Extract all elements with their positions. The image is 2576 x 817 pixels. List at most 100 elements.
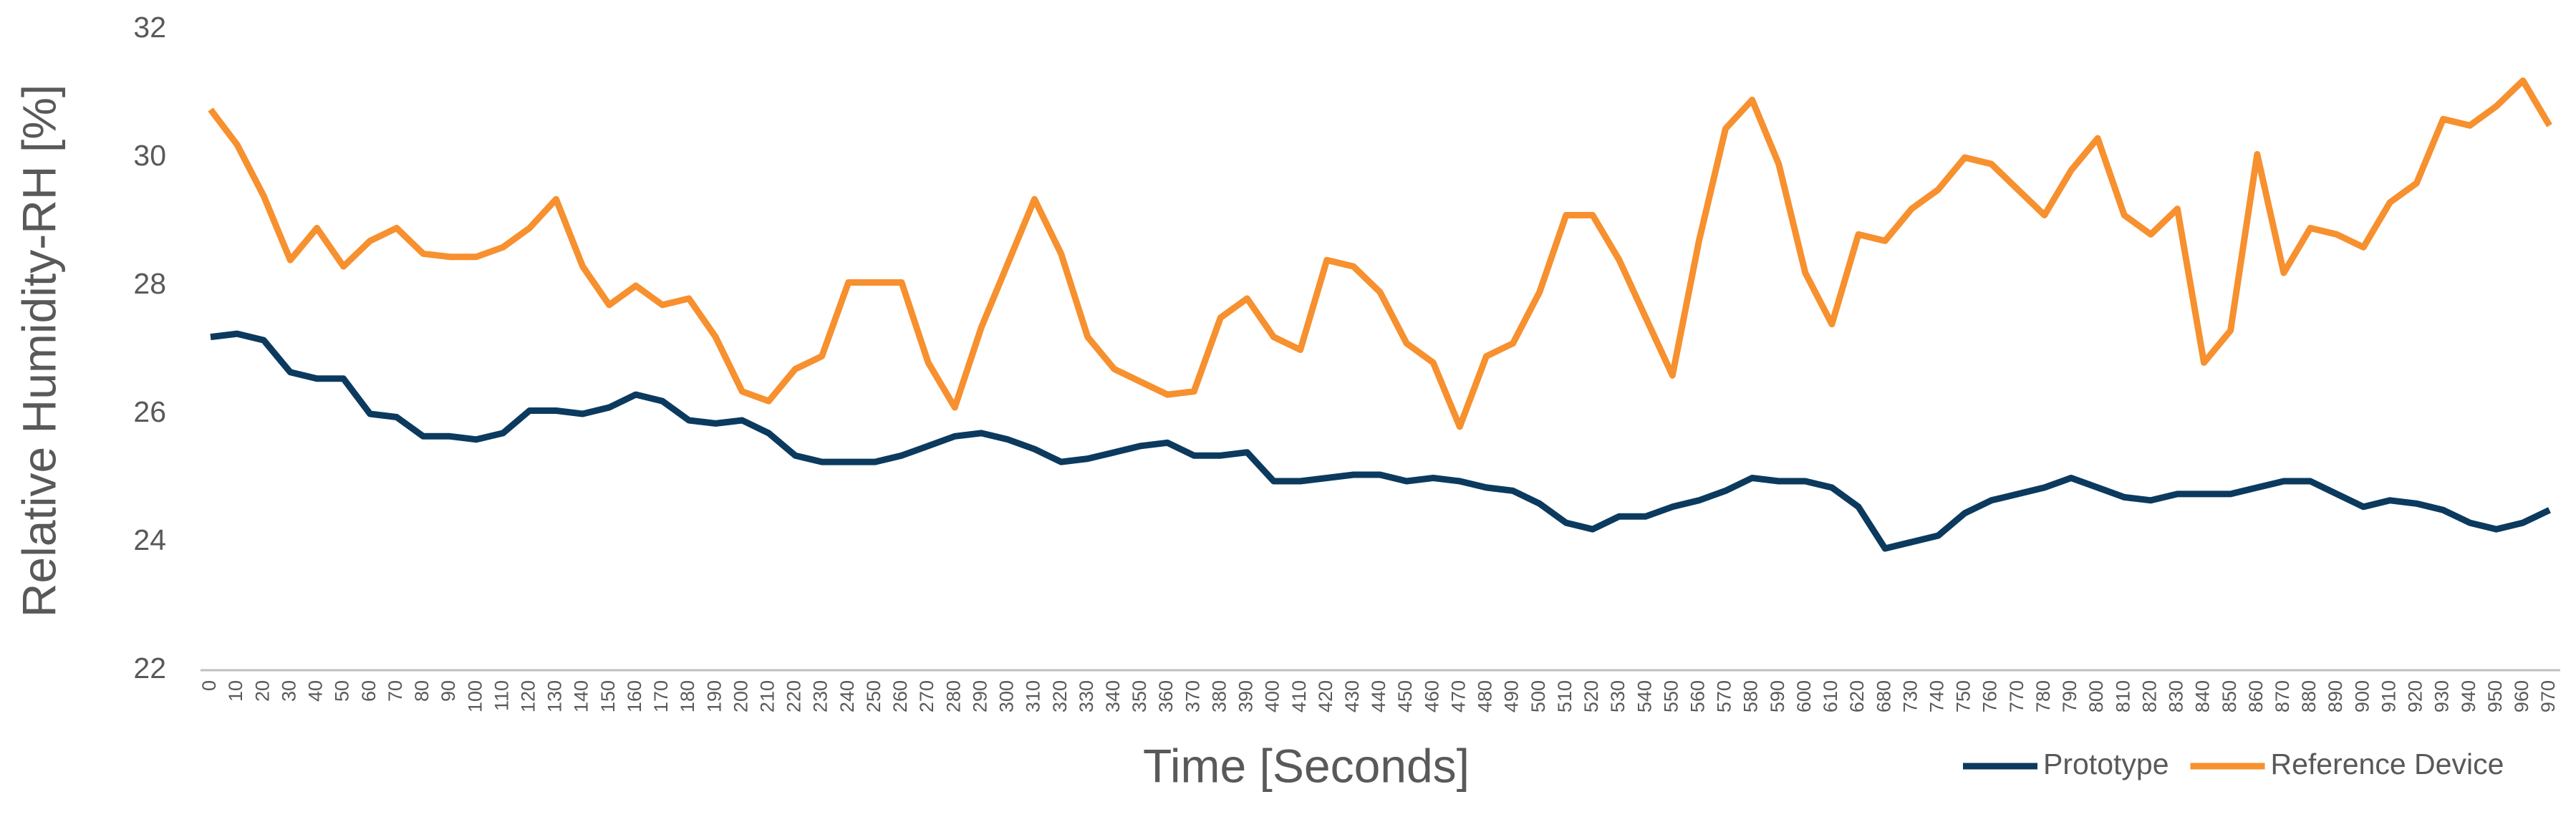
x-tick-label: 70 — [385, 680, 406, 702]
y-tick-label: 30 — [133, 139, 166, 172]
x-tick-label: 160 — [624, 680, 645, 712]
x-tick-label: 50 — [332, 680, 353, 702]
x-tick-label: 940 — [2458, 680, 2479, 712]
x-tick-label: 290 — [969, 680, 990, 712]
x-tick-label: 810 — [2112, 680, 2133, 712]
x-tick-label: 120 — [517, 680, 539, 712]
x-tick-label: 170 — [650, 680, 672, 712]
x-tick-label: 960 — [2511, 680, 2532, 712]
x-tick-label: 740 — [1926, 680, 1948, 712]
x-tick-label: 490 — [1501, 680, 1523, 712]
x-tick-label: 900 — [2351, 680, 2373, 712]
x-tick-label: 540 — [1634, 680, 1655, 712]
x-tick-label: 580 — [1740, 680, 1762, 712]
series-line — [208, 77, 2552, 430]
x-tick-label: 330 — [1076, 680, 1097, 712]
x-tick-label: 410 — [1288, 680, 1310, 712]
x-tick-label: 140 — [571, 680, 592, 712]
x-tick-label: 90 — [438, 680, 459, 702]
x-tick-label: 870 — [2272, 680, 2293, 712]
x-tick-label: 620 — [1846, 680, 1868, 712]
x-tick-label: 390 — [1235, 680, 1257, 712]
x-tick-label: 530 — [1607, 680, 1629, 712]
y-tick-label: 22 — [133, 652, 166, 685]
x-tick-label: 890 — [2325, 680, 2346, 712]
x-tick-label: 420 — [1315, 680, 1336, 712]
y-tick-label: 32 — [133, 11, 166, 44]
x-tick-label: 300 — [996, 680, 1018, 712]
x-tick-label: 30 — [278, 680, 299, 702]
x-tick-label: 110 — [491, 680, 512, 711]
x-tick-label: 100 — [464, 680, 486, 712]
legend-label: Reference Device — [2271, 748, 2504, 780]
y-tick-label: 28 — [133, 267, 166, 300]
x-tick-label: 770 — [2006, 680, 2027, 712]
x-tick-label: 130 — [544, 680, 566, 712]
x-tick-label: 560 — [1687, 680, 1708, 712]
x-tick-label: 460 — [1421, 680, 1442, 712]
x-tick-label: 20 — [251, 680, 273, 702]
x-tick-label: 610 — [1820, 680, 1841, 712]
x-tick-label: 10 — [225, 680, 246, 702]
x-tick-label: 270 — [916, 680, 937, 712]
x-tick-label: 920 — [2405, 680, 2426, 712]
x-tick-label: 820 — [2138, 680, 2160, 712]
x-tick-label: 0 — [198, 680, 220, 691]
x-axis-title: Time [Seconds] — [1143, 739, 1470, 792]
x-tick-label: 360 — [1155, 680, 1177, 712]
x-tick-label: 730 — [1899, 680, 1921, 712]
x-tick-label: 850 — [2219, 680, 2240, 712]
x-tick-label: 280 — [942, 680, 964, 712]
x-tick-label: 470 — [1447, 680, 1469, 712]
x-tick-label: 150 — [597, 680, 619, 712]
x-tick-label: 250 — [863, 680, 884, 712]
x-tick-label: 440 — [1368, 680, 1389, 712]
y-tick-label: 24 — [133, 523, 166, 556]
x-tick-label: 310 — [1023, 680, 1044, 712]
x-tick-label: 520 — [1581, 680, 1602, 712]
x-tick-label: 680 — [1873, 680, 1894, 712]
x-tick-label: 880 — [2298, 680, 2320, 712]
series-line — [210, 330, 2551, 552]
x-tick-label: 780 — [2032, 680, 2054, 712]
x-tick-label: 200 — [730, 680, 751, 712]
x-tick-label: 450 — [1394, 680, 1416, 712]
x-tick-label: 860 — [2245, 680, 2267, 712]
x-tick-label: 60 — [358, 680, 380, 702]
x-tick-label: 480 — [1475, 680, 1496, 712]
x-tick-label: 320 — [1049, 680, 1071, 712]
x-tick-label: 750 — [1953, 680, 1974, 712]
x-tick-label: 790 — [2059, 680, 2080, 712]
x-tick-label: 430 — [1341, 680, 1363, 712]
x-tick-label: 260 — [889, 680, 911, 712]
x-tick-label: 760 — [1979, 680, 2001, 712]
x-tick-label: 210 — [757, 680, 778, 712]
x-tick-label: 40 — [305, 680, 327, 702]
x-tick-label: 570 — [1714, 680, 1735, 712]
x-tick-label: 220 — [783, 680, 805, 712]
x-tick-label: 190 — [703, 680, 725, 712]
x-tick-label: 500 — [1528, 680, 1549, 712]
y-tick-label: 26 — [133, 395, 166, 428]
x-tick-label: 950 — [2484, 680, 2506, 712]
x-tick-label: 970 — [2537, 680, 2559, 712]
x-tick-label: 230 — [810, 680, 831, 712]
x-tick-label: 400 — [1262, 680, 1283, 712]
x-tick-label: 180 — [677, 680, 698, 712]
x-tick-label: 380 — [1208, 680, 1230, 712]
x-tick-label: 550 — [1660, 680, 1682, 712]
x-tick-label: 930 — [2431, 680, 2453, 712]
x-tick-label: 510 — [1554, 680, 1576, 712]
x-tick-label: 830 — [2166, 680, 2187, 712]
y-axis-title: Relative Humidity-RH [%] — [12, 84, 65, 618]
x-tick-label: 590 — [1767, 680, 1788, 712]
x-tick-label: 350 — [1129, 680, 1150, 712]
x-tick-label: 80 — [411, 680, 433, 702]
legend-label: Prototype — [2043, 748, 2169, 780]
x-tick-label: 340 — [1102, 680, 1124, 712]
x-tick-label: 840 — [2192, 680, 2214, 712]
x-tick-label: 910 — [2378, 680, 2399, 712]
x-tick-label: 370 — [1182, 680, 1203, 712]
x-tick-label: 240 — [836, 680, 858, 712]
